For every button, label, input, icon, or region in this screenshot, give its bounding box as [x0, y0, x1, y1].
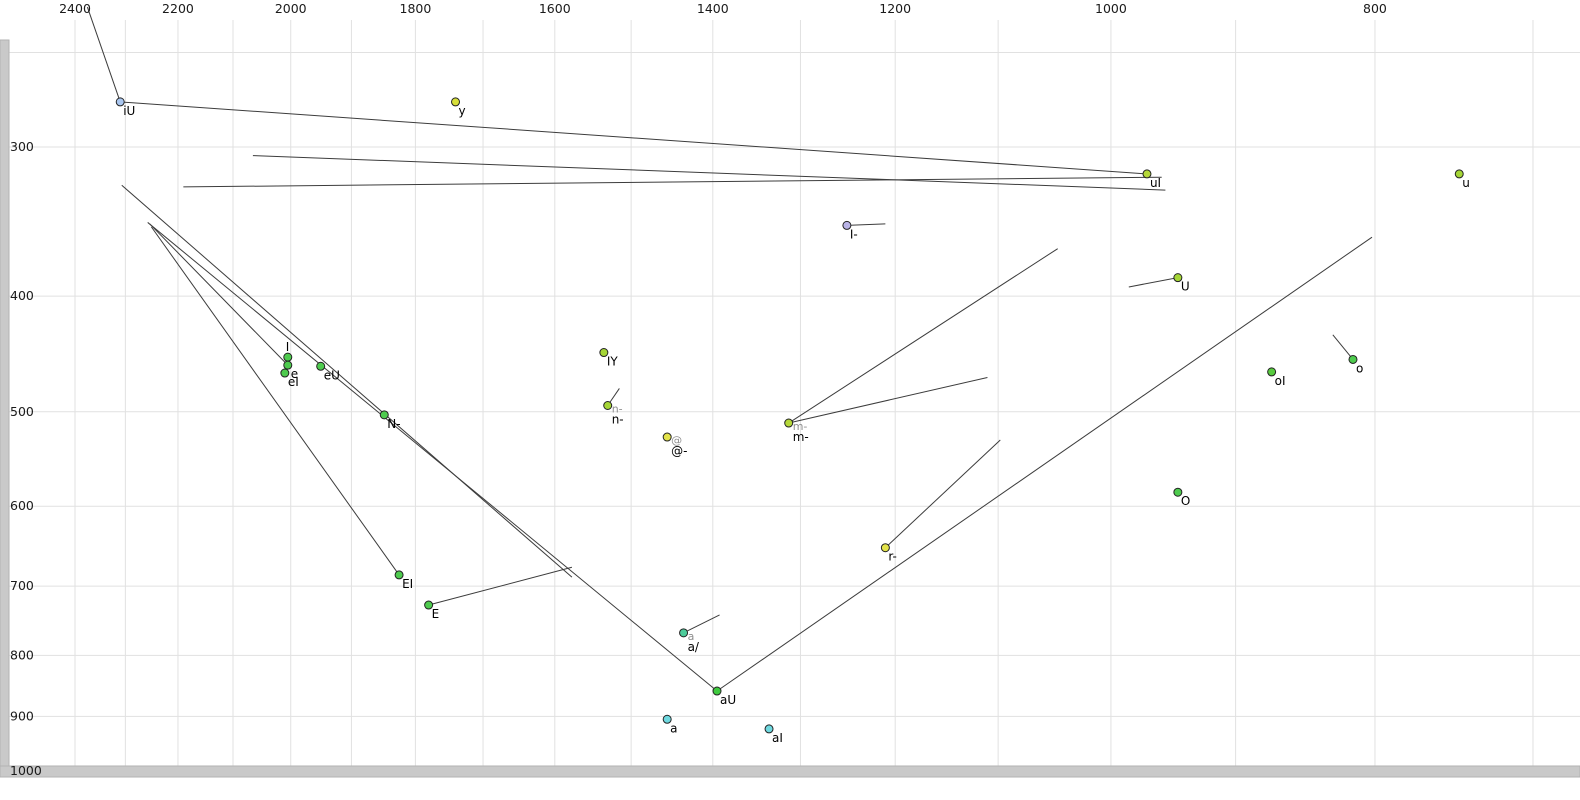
point-label: oI — [1275, 374, 1286, 388]
trajectory-line — [149, 223, 289, 366]
x-tick-label: 2000 — [275, 1, 307, 16]
bottom-axis-bar — [0, 765, 1580, 778]
point-label: N- — [387, 417, 400, 431]
trajectory-line — [252, 155, 1166, 191]
trajectory-line — [1332, 334, 1354, 360]
y-tick-label: 400 — [10, 288, 34, 303]
point-label: E — [432, 607, 440, 621]
data-point-eU[interactable] — [316, 361, 326, 371]
point-label: I- — [850, 227, 858, 241]
data-point-IY[interactable] — [599, 348, 609, 358]
point-label: n- — [612, 412, 624, 426]
trajectory-line — [147, 222, 718, 692]
trajectory-line — [428, 566, 573, 606]
data-point-EI[interactable] — [394, 570, 404, 580]
data-point-E[interactable] — [424, 600, 434, 610]
trajectory-line — [120, 101, 1148, 175]
data-point-y[interactable] — [451, 97, 461, 107]
data-point-N-[interactable] — [379, 410, 389, 420]
trajectory-lines-layer — [86, 6, 1373, 692]
edge-bars-layer — [0, 39, 1580, 778]
gridlines-layer — [9, 20, 1580, 772]
x-tick-label: 1400 — [697, 1, 729, 16]
x-tick-label: 1000 — [1095, 1, 1127, 16]
point-label: o — [1356, 361, 1363, 375]
data-point-eI[interactable] — [280, 368, 290, 378]
data-point-u[interactable] — [1454, 169, 1464, 179]
trajectory-line — [121, 184, 573, 578]
point-label: a — [670, 721, 677, 735]
x-tick-label: 1800 — [400, 1, 432, 16]
data-point-iU[interactable] — [115, 97, 125, 107]
trajectory-line — [683, 614, 720, 634]
trajectory-line — [846, 223, 886, 226]
trajectory-line — [86, 6, 121, 103]
data-point-O[interactable] — [1173, 487, 1183, 497]
y-tick-label: 900 — [10, 708, 34, 723]
data-point-a/[interactable] — [679, 628, 689, 638]
trajectory-line — [150, 226, 400, 576]
point-gray-label: a — [688, 630, 695, 643]
data-point-e[interactable] — [283, 360, 293, 370]
y-tick-label: 500 — [10, 404, 34, 419]
data-point-U[interactable] — [1173, 273, 1183, 283]
x-tick-label: 2400 — [59, 1, 91, 16]
data-point-o[interactable] — [1348, 354, 1358, 364]
trajectory-line — [788, 376, 988, 424]
data-point-@-[interactable] — [662, 432, 672, 442]
y-tick-label: 1000 — [10, 763, 42, 778]
point-label: I — [286, 340, 290, 354]
data-point-aU[interactable] — [712, 686, 722, 696]
data-point-a[interactable] — [662, 714, 672, 724]
point-label: eU — [324, 368, 340, 382]
point-label: O — [1181, 494, 1190, 508]
y-tick-label: 300 — [10, 139, 34, 154]
point-label: y — [459, 104, 466, 118]
trajectory-line — [885, 439, 1001, 549]
data-points-layer — [115, 97, 1464, 734]
point-label: U — [1181, 280, 1190, 294]
data-point-m-[interactable] — [784, 418, 794, 428]
point-label: iU — [123, 104, 135, 118]
x-tick-label: 1200 — [879, 1, 911, 16]
x-tick-label: 2200 — [162, 1, 194, 16]
point-label: eI — [288, 375, 299, 389]
point-label: r- — [888, 550, 897, 564]
data-point-r-[interactable] — [880, 543, 890, 553]
y-tick-label: 800 — [10, 647, 34, 662]
y-tick-label: 700 — [10, 578, 34, 593]
point-gray-label: @ — [671, 434, 682, 447]
y-tick-label: 600 — [10, 498, 34, 513]
point-label: aI — [772, 731, 783, 745]
data-point-aI[interactable] — [764, 724, 774, 734]
axis-labels-layer: 2400 2200 2000 1800 1600 1400 1200 1000 800 300 40… — [10, 1, 1387, 778]
data-point-uI[interactable] — [1142, 169, 1152, 179]
data-point-oI[interactable] — [1267, 367, 1277, 377]
trajectory-line — [716, 236, 1373, 692]
point-label: a/ — [688, 640, 700, 654]
point-gray-label: n- — [612, 402, 623, 415]
data-point-I[interactable] — [283, 352, 293, 362]
data-point-n-[interactable] — [603, 400, 613, 410]
point-label: m- — [793, 430, 809, 444]
left-axis-bar — [0, 39, 10, 777]
point-label: uI — [1150, 176, 1161, 190]
x-tick-label: 800 — [1363, 1, 1387, 16]
trajectory-line — [788, 248, 1058, 424]
trajectory-line — [1128, 277, 1178, 288]
x-tick-label: 1600 — [539, 1, 571, 16]
point-label: e — [291, 367, 298, 381]
point-label: u — [1462, 176, 1470, 190]
data-point-I-[interactable] — [842, 220, 852, 230]
point-label: @- — [671, 444, 687, 458]
point-gray-label: m- — [793, 420, 808, 433]
point-label: EI — [402, 577, 413, 591]
point-label: aU — [720, 693, 736, 707]
point-label: IY — [607, 355, 619, 369]
trajectory-line — [183, 176, 1162, 188]
